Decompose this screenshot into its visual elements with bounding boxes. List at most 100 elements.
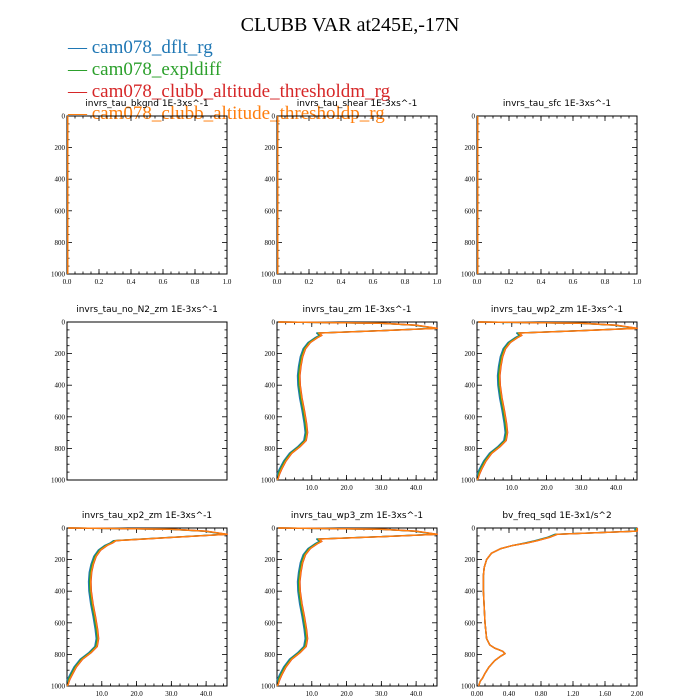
y-tick-label: 400 (465, 588, 476, 596)
y-tick-label: 400 (265, 176, 276, 184)
panel-9: bv_freq_sqd 1E-3x1/s^2 0 200 400 600 800 1000 0… (461, 511, 644, 698)
panel-4: invrs_tau_no_N2_zm 1E-3xs^-1 0 200 400 600 80… (51, 305, 228, 485)
y-tick-label: 400 (465, 382, 476, 390)
series-line-2 (477, 528, 637, 687)
y-tick-label: 600 (465, 619, 476, 627)
x-tick-label: 0.8 (401, 278, 410, 286)
y-tick-label: 800 (55, 239, 66, 247)
plot-frame (476, 115, 638, 275)
series-line-2 (476, 321, 637, 481)
y-tick-label: 400 (55, 382, 66, 390)
panel-title: invrs_tau_zm 1E-3xs^-1 (303, 305, 412, 315)
x-tick-label: 0.6 (159, 278, 168, 286)
panel-title: bv_freq_sqd 1E-3x1/s^2 (502, 511, 611, 521)
series-line-1 (66, 527, 226, 687)
y-tick-label: 0 (62, 319, 66, 327)
x-tick-label: 30.0 (165, 690, 178, 698)
x-tick-label: 0.40 (503, 690, 516, 698)
y-tick-label: 400 (55, 176, 66, 184)
y-tick-label: 800 (265, 445, 276, 453)
panel-title: invrs_tau_sfc 1E-3xs^-1 (503, 99, 611, 109)
y-tick-label: 1000 (51, 683, 66, 691)
panel-title: invrs_tau_shear 1E-3xs^-1 (297, 99, 418, 109)
x-tick-label: 1.20 (567, 690, 580, 698)
series-line-4 (477, 528, 638, 687)
x-tick-label: 40.0 (410, 690, 423, 698)
y-tick-label: 600 (55, 413, 66, 421)
series-line-4 (276, 321, 438, 481)
x-tick-label: 1.0 (433, 278, 442, 286)
series-line-1 (477, 528, 636, 687)
panel-5: invrs_tau_zm 1E-3xs^-1 0 200 400 600 800 1000 1… (261, 305, 439, 492)
y-tick-label: 0 (62, 525, 66, 533)
y-tick-label: 800 (55, 445, 66, 453)
y-tick-label: 200 (465, 144, 476, 152)
x-tick-label: 40.0 (200, 690, 213, 698)
y-tick-label: 1000 (461, 477, 476, 485)
y-tick-label: 800 (55, 651, 66, 659)
panel-1: invrs_tau_bkgnd 1E-3xs^-1 0 200 400 600 800 10… (51, 99, 232, 286)
plot-frame (66, 115, 228, 275)
y-tick-label: 600 (265, 413, 276, 421)
y-tick-label: 1000 (51, 477, 66, 485)
y-tick-label: 800 (265, 239, 276, 247)
series-line-2 (276, 527, 437, 687)
legend-entry-1: — cam078_dflt_rg (68, 37, 213, 58)
panel-6: invrs_tau_wp2_zm 1E-3xs^-1 0 200 400 600 800 1… (461, 305, 639, 492)
y-tick-label: 0 (62, 113, 66, 121)
chart-title: CLUBB VAR at245E,-17N (240, 14, 460, 36)
y-tick-label: 800 (465, 239, 476, 247)
y-tick-label: 1000 (261, 477, 276, 485)
y-tick-label: 0 (272, 319, 276, 327)
series-line-4 (276, 527, 438, 687)
x-tick-label: 1.0 (223, 278, 232, 286)
y-tick-label: 1000 (261, 683, 276, 691)
y-tick-label: 1000 (261, 271, 276, 279)
x-tick-label: 0.0 (63, 278, 72, 286)
x-tick-label: 0.4 (337, 278, 346, 286)
x-tick-label: 0.2 (505, 278, 514, 286)
x-tick-label: 10.0 (306, 484, 319, 492)
y-tick-label: 800 (265, 651, 276, 659)
y-tick-label: 0 (272, 525, 276, 533)
x-tick-label: 0.80 (535, 690, 548, 698)
panel-title: invrs_tau_bkgnd 1E-3xs^-1 (85, 99, 209, 109)
y-tick-label: 600 (465, 413, 476, 421)
x-tick-label: 30.0 (375, 690, 388, 698)
panel-title: invrs_tau_xp2_zm 1E-3xs^-1 (82, 511, 212, 521)
y-tick-label: 0 (472, 525, 476, 533)
y-tick-label: 1000 (51, 271, 66, 279)
y-tick-label: 800 (465, 445, 476, 453)
y-tick-label: 1000 (461, 271, 476, 279)
x-tick-label: 0.4 (127, 278, 136, 286)
plot-frame (66, 321, 228, 481)
x-tick-label: 0.2 (305, 278, 314, 286)
y-tick-label: 400 (265, 588, 276, 596)
y-tick-label: 200 (55, 556, 66, 564)
x-tick-label: 10.0 (96, 690, 109, 698)
x-tick-label: 0.8 (191, 278, 200, 286)
y-tick-label: 200 (465, 556, 476, 564)
y-tick-label: 0 (472, 319, 476, 327)
x-tick-label: 20.0 (340, 690, 353, 698)
y-tick-label: 200 (265, 350, 276, 358)
x-tick-label: 0.4 (537, 278, 546, 286)
x-tick-label: 10.0 (506, 484, 519, 492)
x-tick-label: 0.0 (473, 278, 482, 286)
panel-title: invrs_tau_wp2_zm 1E-3xs^-1 (491, 305, 623, 315)
x-tick-label: 2.00 (631, 690, 644, 698)
y-tick-label: 400 (55, 588, 66, 596)
panel-7: invrs_tau_xp2_zm 1E-3xs^-1 0 200 400 600 800 1… (51, 511, 229, 698)
x-tick-label: 1.0 (633, 278, 642, 286)
y-tick-label: 0 (472, 113, 476, 121)
x-tick-label: 0.0 (273, 278, 282, 286)
x-tick-label: 0.6 (569, 278, 578, 286)
y-tick-label: 600 (265, 619, 276, 627)
plot-frame (276, 115, 438, 275)
y-tick-label: 800 (465, 651, 476, 659)
y-tick-label: 1000 (461, 683, 476, 691)
y-tick-label: 200 (55, 350, 66, 358)
series-line-4 (66, 527, 228, 687)
panel-title: invrs_tau_no_N2_zm 1E-3xs^-1 (76, 305, 218, 315)
